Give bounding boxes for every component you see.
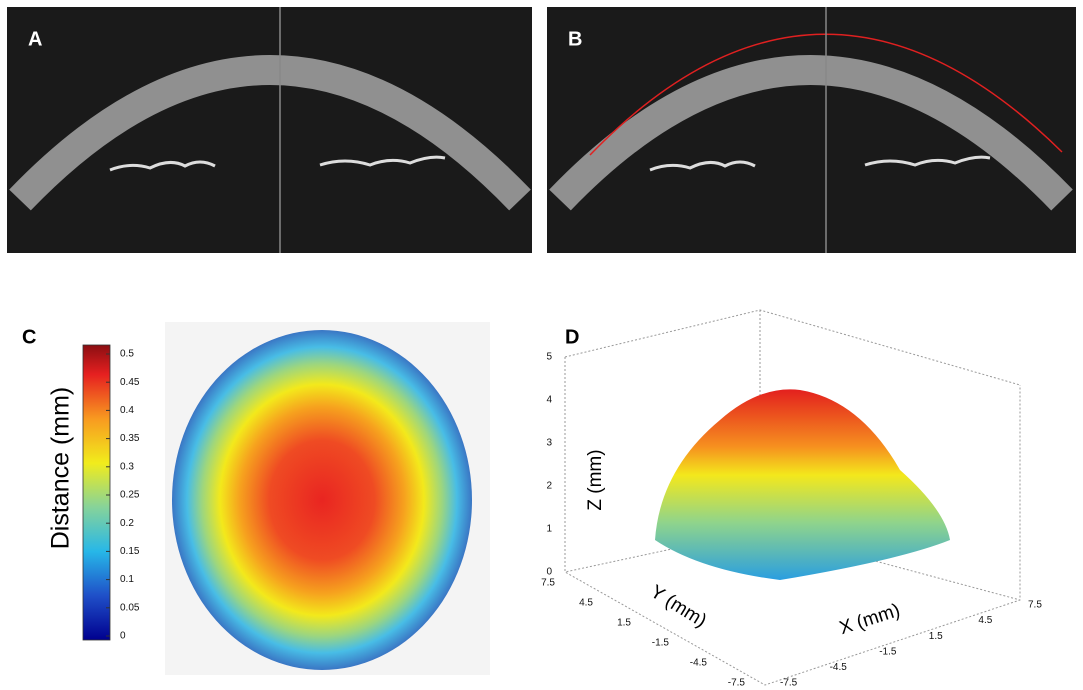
y-tick-label: -1.5 <box>652 638 670 649</box>
panel-label: D <box>565 326 579 348</box>
panel-label: C <box>22 326 36 348</box>
z-axis-label: Z (mm) <box>585 449 606 510</box>
colorbar-tick-label: 0.1 <box>120 574 134 585</box>
x-tick-label: 1.5 <box>929 631 943 642</box>
y-axis-label: Y (mm) <box>646 581 710 632</box>
colorbar-tick-label: 0.15 <box>120 546 140 557</box>
colorbar-tick-label: 0.05 <box>120 602 140 613</box>
colorbar-tick-label: 0.35 <box>120 433 140 444</box>
panel-c: C Distance (mm) 0 0.05 0.1 0.15 0.2 0.25 0.3 0.… <box>22 322 490 675</box>
y-tick-label: 1.5 <box>617 618 631 629</box>
z-tick-label: 2 <box>546 481 552 492</box>
colorbar-title: Distance (mm) <box>47 387 75 550</box>
colorbar-tick-label: 0.5 <box>120 349 134 360</box>
panel-a: A <box>7 7 532 253</box>
z-tick-label: 0 <box>546 567 552 578</box>
z-tick-label: 4 <box>546 395 552 406</box>
panel-d: D Z (mm) Y (mm) X (mm) 0 1 2 3 4 5 7.5 4.5 1.5 -1… <box>541 310 1042 689</box>
colorbar-tick-label: 0.25 <box>120 490 140 501</box>
z-tick-label: 3 <box>546 438 552 449</box>
colorbar-tick-label: 0 <box>120 631 126 642</box>
distance-map <box>172 330 472 670</box>
y-tick-label: 4.5 <box>579 598 593 609</box>
panel-b: B <box>547 7 1076 253</box>
cornea-surface <box>655 389 950 580</box>
x-tick-label: -4.5 <box>830 662 848 673</box>
colorbar-tick-label: 0.2 <box>120 518 134 529</box>
colorbar-tick-label: 0.4 <box>120 405 134 416</box>
colorbar <box>83 345 110 640</box>
x-tick-label: -7.5 <box>780 678 798 689</box>
panel-label: B <box>568 28 582 50</box>
figure: A B C Distance (mm) 0 0.05 0.1 0.15 0.2 0.25 0… <box>0 0 1083 690</box>
x-tick-label: -1.5 <box>879 646 897 657</box>
x-tick-label: 7.5 <box>1028 600 1042 611</box>
colorbar-tick-label: 0.3 <box>120 461 134 472</box>
y-tick-label: 7.5 <box>541 578 555 589</box>
x-axis-label: X (mm) <box>837 600 903 639</box>
colorbar-tick-label: 0.45 <box>120 377 140 388</box>
y-tick-label: -7.5 <box>728 678 746 689</box>
y-tick-label: -4.5 <box>690 658 708 669</box>
z-tick-label: 1 <box>546 524 552 535</box>
panel-label: A <box>28 28 42 50</box>
z-tick-label: 5 <box>546 352 552 363</box>
x-tick-label: 4.5 <box>978 615 992 626</box>
